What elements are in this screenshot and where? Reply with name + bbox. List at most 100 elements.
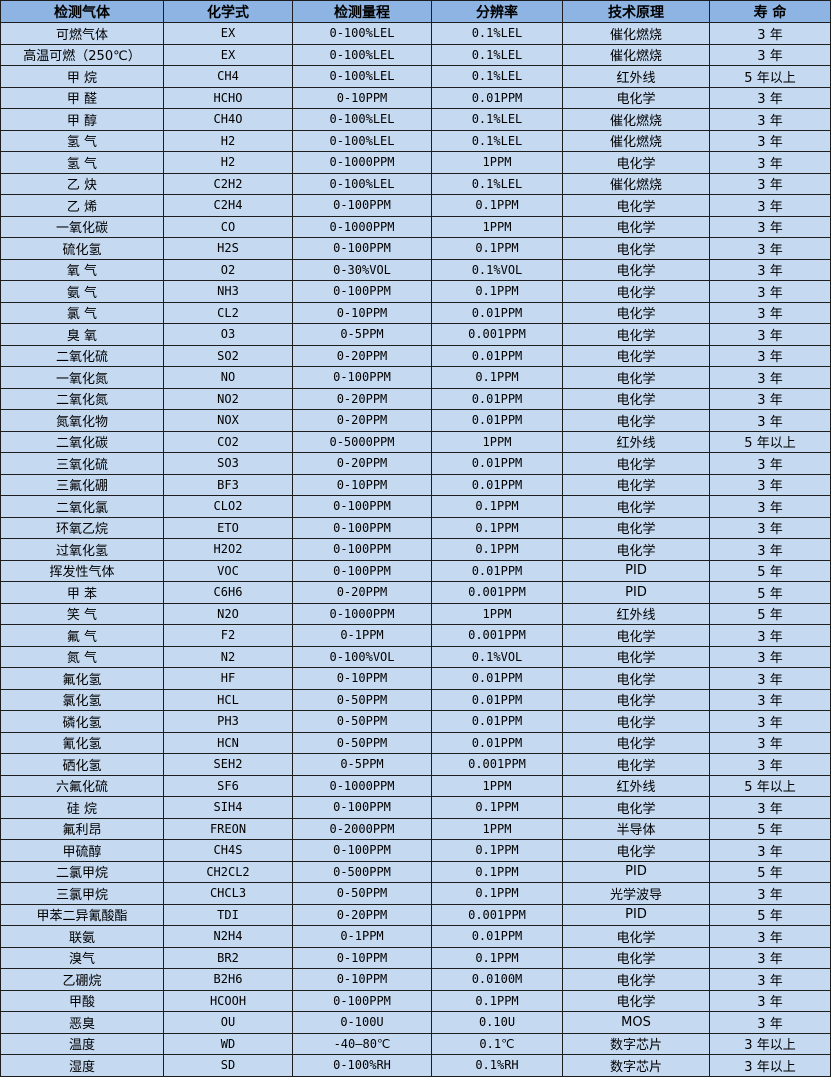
cell-gas-name: 硫化氢 — [0, 237, 164, 260]
cell-principle: 催化燃烧 — [562, 129, 710, 152]
table-row: 氯 气 CL2 0-10PPM 0.01PPM 电化学 3 年 — [0, 301, 831, 324]
cell-range: 0-20PPM — [292, 903, 432, 926]
cell-resolution: 0.1PPM — [431, 860, 563, 883]
table-row: 溴气 BR2 0-10PPM 0.1PPM 电化学 3 年 — [0, 946, 831, 969]
cell-lifespan: 3 年 — [709, 516, 831, 539]
table-row: 甲 苯 C6H6 0-20PPM 0.001PPM PID 5 年 — [0, 581, 831, 604]
cell-lifespan: 3 年 — [709, 624, 831, 647]
cell-lifespan: 3 年 — [709, 301, 831, 324]
table-row: 三氧化硫 SO3 0-20PPM 0.01PPM 电化学 3 年 — [0, 452, 831, 475]
cell-lifespan: 3 年 — [709, 1011, 831, 1034]
cell-resolution: 0.01PPM — [431, 667, 563, 690]
cell-principle: 电化学 — [562, 280, 710, 303]
cell-lifespan: 3 年 — [709, 172, 831, 195]
cell-range: 0-500PPM — [292, 860, 432, 883]
cell-gas-name: 氢 气 — [0, 151, 164, 174]
cell-gas-name: 氟化氢 — [0, 667, 164, 690]
cell-formula: CO2 — [163, 430, 293, 453]
cell-resolution: 0.001PPM — [431, 581, 563, 604]
cell-resolution: 0.10U — [431, 1011, 563, 1034]
cell-resolution: 0.1%LEL — [431, 43, 563, 66]
table-row: 氯化氢 HCL 0-50PPM 0.01PPM 电化学 3 年 — [0, 688, 831, 711]
cell-resolution: 1PPM — [431, 602, 563, 625]
cell-formula: N2H4 — [163, 925, 293, 948]
cell-principle: 电化学 — [562, 839, 710, 862]
table-row: 甲酸 HCOOH 0-100PPM 0.1PPM 电化学 3 年 — [0, 989, 831, 1012]
cell-resolution: 0.01PPM — [431, 559, 563, 582]
cell-range: 0-100PPM — [292, 366, 432, 389]
table-row: 一氧化碳 CO 0-1000PPM 1PPM 电化学 3 年 — [0, 215, 831, 238]
table-row: 二氧化碳 CO2 0-5000PPM 1PPM 红外线 5 年以上 — [0, 430, 831, 453]
cell-formula: TDI — [163, 903, 293, 926]
cell-range: 0-1000PPM — [292, 602, 432, 625]
cell-range: -40—80℃ — [292, 1032, 432, 1055]
cell-formula: BF3 — [163, 473, 293, 496]
cell-gas-name: 笑 气 — [0, 602, 164, 625]
table-row: 湿度 SD 0-100%RH 0.1%RH 数字芯片 3 年以上 — [0, 1054, 831, 1077]
cell-gas-name: 氮氧化物 — [0, 409, 164, 432]
cell-range: 0-100%LEL — [292, 172, 432, 195]
cell-gas-name: 氧 气 — [0, 258, 164, 281]
cell-gas-name: 二氧化氮 — [0, 387, 164, 410]
table-row: 硅 烷 SIH4 0-100PPM 0.1PPM 电化学 3 年 — [0, 796, 831, 819]
cell-resolution: 0.1PPM — [431, 237, 563, 260]
cell-resolution: 0.1%RH — [431, 1054, 563, 1077]
cell-lifespan: 5 年以上 — [709, 430, 831, 453]
cell-lifespan: 3 年 — [709, 688, 831, 711]
cell-formula: NO — [163, 366, 293, 389]
cell-range: 0-50PPM — [292, 710, 432, 733]
cell-lifespan: 5 年以上 — [709, 65, 831, 88]
cell-formula: HCHO — [163, 86, 293, 109]
table-body: 可燃气体 EX 0-100%LEL 0.1%LEL 催化燃烧 3 年高温可燃（250℃） E… — [0, 22, 831, 1077]
cell-formula: CH4 — [163, 65, 293, 88]
cell-lifespan: 3 年 — [709, 710, 831, 733]
table-row: 恶臭 OU 0-100U 0.10U MOS 3 年 — [0, 1011, 831, 1034]
table-row: 磷化氢 PH3 0-50PPM 0.01PPM 电化学 3 年 — [0, 710, 831, 733]
cell-range: 0-10PPM — [292, 86, 432, 109]
table-row: 一氧化氮 NO 0-100PPM 0.1PPM 电化学 3 年 — [0, 366, 831, 389]
cell-principle: 电化学 — [562, 538, 710, 561]
cell-formula: EX — [163, 22, 293, 45]
cell-formula: CHCL3 — [163, 882, 293, 905]
cell-principle: 电化学 — [562, 323, 710, 346]
cell-gas-name: 氮 气 — [0, 645, 164, 668]
cell-range: 0-1000PPM — [292, 151, 432, 174]
cell-range: 0-2000PPM — [292, 817, 432, 840]
cell-gas-name: 环氧乙烷 — [0, 516, 164, 539]
cell-range: 0-100%RH — [292, 1054, 432, 1077]
cell-formula: O3 — [163, 323, 293, 346]
cell-formula: H2 — [163, 151, 293, 174]
cell-principle: 电化学 — [562, 473, 710, 496]
cell-resolution: 0.1PPM — [431, 194, 563, 217]
cell-gas-name: 高温可燃（250℃） — [0, 43, 164, 66]
table-header-row: 检测气体 化学式 检测量程 分辨率 技术原理 寿 命 — [0, 0, 831, 23]
cell-principle: 红外线 — [562, 65, 710, 88]
cell-gas-name: 恶臭 — [0, 1011, 164, 1034]
table-row: 甲硫醇 CH4S 0-100PPM 0.1PPM 电化学 3 年 — [0, 839, 831, 862]
cell-range: 0-100PPM — [292, 559, 432, 582]
cell-resolution: 0.001PPM — [431, 624, 563, 647]
header-resolution: 分辨率 — [431, 0, 563, 23]
cell-resolution: 0.01PPM — [431, 925, 563, 948]
cell-principle: 电化学 — [562, 366, 710, 389]
table-row: 氨 气 NH3 0-100PPM 0.1PPM 电化学 3 年 — [0, 280, 831, 303]
table-row: 过氧化氢 H2O2 0-100PPM 0.1PPM 电化学 3 年 — [0, 538, 831, 561]
table-row: 笑 气 N2O 0-1000PPM 1PPM 红外线 5 年 — [0, 602, 831, 625]
cell-formula: PH3 — [163, 710, 293, 733]
cell-gas-name: 甲 醛 — [0, 86, 164, 109]
cell-formula: HCN — [163, 731, 293, 754]
cell-lifespan: 5 年 — [709, 860, 831, 883]
cell-resolution: 0.1PPM — [431, 538, 563, 561]
table-row: 硒化氢 SEH2 0-5PPM 0.001PPM 电化学 3 年 — [0, 753, 831, 776]
cell-range: 0-10PPM — [292, 473, 432, 496]
cell-lifespan: 3 年以上 — [709, 1032, 831, 1055]
cell-gas-name: 甲酸 — [0, 989, 164, 1012]
header-lifespan: 寿 命 — [709, 0, 831, 23]
cell-resolution: 0.01PPM — [431, 688, 563, 711]
cell-principle: 电化学 — [562, 215, 710, 238]
header-formula: 化学式 — [163, 0, 293, 23]
cell-gas-name: 甲苯二异氰酸酯 — [0, 903, 164, 926]
cell-formula: SEH2 — [163, 753, 293, 776]
cell-formula: H2O2 — [163, 538, 293, 561]
cell-lifespan: 3 年 — [709, 473, 831, 496]
